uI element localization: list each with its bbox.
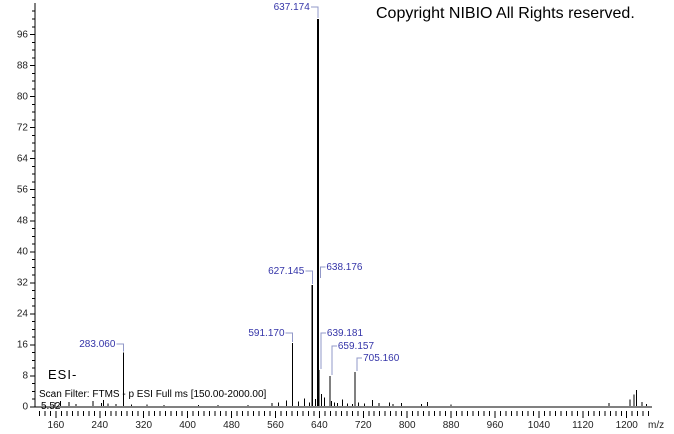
copyright-text: Copyright NIBIO All Rights reserved. (376, 5, 635, 22)
peak-label-connector (331, 345, 337, 375)
peak-label-connector (319, 266, 326, 278)
peak-label-connector (320, 332, 326, 370)
peak-label-connector (356, 357, 363, 372)
peak-label-connector (305, 270, 313, 284)
scan-filter-label: Scan Filter: FTMS - p ESI Full ms [150.0… (39, 389, 267, 400)
peak-label-connector (310, 6, 319, 18)
peak-label-connector (116, 343, 124, 352)
ionization-mode-label: ESI- (48, 367, 78, 382)
peak-label-connector (285, 332, 294, 342)
